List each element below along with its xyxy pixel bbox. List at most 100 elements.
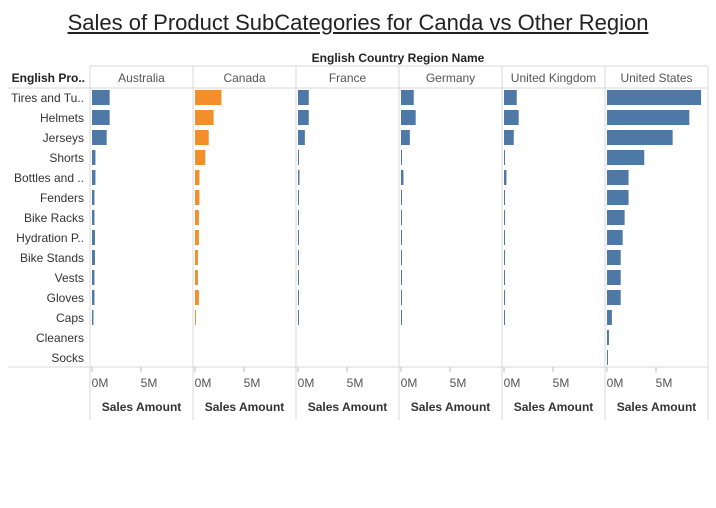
bar-canada-shorts[interactable] xyxy=(195,150,206,165)
bar-united-states-gloves[interactable] xyxy=(607,290,621,305)
bar-france-jerseys[interactable] xyxy=(298,130,305,145)
x-tick-label: 0M xyxy=(607,376,624,390)
x-axis-title: Sales Amount xyxy=(514,400,594,414)
bar-united-kingdom-shorts[interactable] xyxy=(504,150,505,165)
panel-header-germany: Germany xyxy=(426,71,475,85)
bar-canada-jerseys[interactable] xyxy=(195,130,209,145)
bar-united-states-jerseys[interactable] xyxy=(607,130,673,145)
bar-united-kingdom-gloves[interactable] xyxy=(504,290,505,305)
bar-canada-vests[interactable] xyxy=(195,270,198,285)
bar-united-states-caps[interactable] xyxy=(607,310,612,325)
x-tick-label: 5M xyxy=(656,376,673,390)
bar-united-states-bottles-and[interactable] xyxy=(607,170,629,185)
panel-header-australia: Australia xyxy=(118,71,165,85)
bar-canada-bike-racks[interactable] xyxy=(195,210,199,225)
bar-france-helmets[interactable] xyxy=(298,110,309,125)
bar-germany-fenders[interactable] xyxy=(401,190,402,205)
row-header: English Pro.. xyxy=(12,71,85,85)
bar-united-kingdom-caps[interactable] xyxy=(504,310,505,325)
bar-united-kingdom-helmets[interactable] xyxy=(504,110,519,125)
bar-united-states-cleaners[interactable] xyxy=(607,330,609,345)
bar-united-states-bike-stands[interactable] xyxy=(607,250,621,265)
bar-united-states-socks[interactable] xyxy=(607,350,608,365)
bar-france-hydration-p[interactable] xyxy=(298,230,299,245)
bar-united-kingdom-hydration-p[interactable] xyxy=(504,230,505,245)
bar-germany-caps[interactable] xyxy=(401,310,402,325)
bar-germany-helmets[interactable] xyxy=(401,110,416,125)
bar-australia-gloves[interactable] xyxy=(92,290,95,305)
bar-canada-hydration-p[interactable] xyxy=(195,230,199,245)
bar-united-kingdom-bike-racks[interactable] xyxy=(504,210,505,225)
category-label-socks: Socks xyxy=(51,351,84,365)
bar-germany-shorts[interactable] xyxy=(401,150,402,165)
bar-australia-jerseys[interactable] xyxy=(92,130,107,145)
bar-australia-bike-racks[interactable] xyxy=(92,210,95,225)
bar-united-kingdom-jerseys[interactable] xyxy=(504,130,514,145)
x-tick-label: 5M xyxy=(450,376,467,390)
x-axis-title: Sales Amount xyxy=(102,400,182,414)
category-label-fenders: Fenders xyxy=(40,191,84,205)
bar-australia-vests[interactable] xyxy=(92,270,95,285)
bar-germany-vests[interactable] xyxy=(401,270,402,285)
bar-canada-fenders[interactable] xyxy=(195,190,200,205)
x-tick-label: 0M xyxy=(92,376,109,390)
bar-united-states-bike-racks[interactable] xyxy=(607,210,625,225)
bar-australia-fenders[interactable] xyxy=(92,190,95,205)
bar-canada-caps[interactable] xyxy=(195,310,196,325)
category-label-jerseys: Jerseys xyxy=(43,131,84,145)
x-tick-label: 0M xyxy=(504,376,521,390)
bar-united-states-hydration-p[interactable] xyxy=(607,230,623,245)
bar-germany-bike-stands[interactable] xyxy=(401,250,402,265)
category-label-bike-stands: Bike Stands xyxy=(20,251,84,265)
bar-canada-tires-and-tu[interactable] xyxy=(195,90,222,105)
x-axis-title: Sales Amount xyxy=(205,400,285,414)
bar-united-states-tires-and-tu[interactable] xyxy=(607,90,702,105)
bar-australia-helmets[interactable] xyxy=(92,110,110,125)
bar-australia-bottles-and[interactable] xyxy=(92,170,96,185)
bar-france-caps[interactable] xyxy=(298,310,299,325)
bar-france-bike-stands[interactable] xyxy=(298,250,299,265)
bar-australia-tires-and-tu[interactable] xyxy=(92,90,110,105)
category-label-bike-racks: Bike Racks xyxy=(24,211,84,225)
category-label-cleaners: Cleaners xyxy=(36,331,84,345)
bar-france-vests[interactable] xyxy=(298,270,299,285)
panel-header-canada: Canada xyxy=(223,71,265,85)
bar-germany-bottles-and[interactable] xyxy=(401,170,404,185)
bar-united-kingdom-bike-stands[interactable] xyxy=(504,250,505,265)
bar-canada-gloves[interactable] xyxy=(195,290,199,305)
bar-united-kingdom-bottles-and[interactable] xyxy=(504,170,507,185)
bar-germany-hydration-p[interactable] xyxy=(401,230,402,245)
bar-australia-shorts[interactable] xyxy=(92,150,96,165)
bar-france-shorts[interactable] xyxy=(298,150,299,165)
bar-united-states-vests[interactable] xyxy=(607,270,621,285)
category-label-bottles-and: Bottles and .. xyxy=(14,171,84,185)
x-axis-title: Sales Amount xyxy=(411,400,491,414)
bar-united-kingdom-vests[interactable] xyxy=(504,270,505,285)
bar-australia-caps[interactable] xyxy=(92,310,94,325)
bar-germany-jerseys[interactable] xyxy=(401,130,410,145)
bar-france-gloves[interactable] xyxy=(298,290,299,305)
bar-france-bike-racks[interactable] xyxy=(298,210,299,225)
bar-australia-hydration-p[interactable] xyxy=(92,230,95,245)
bar-germany-tires-and-tu[interactable] xyxy=(401,90,414,105)
bar-united-states-fenders[interactable] xyxy=(607,190,629,205)
bar-united-states-shorts[interactable] xyxy=(607,150,645,165)
bar-australia-bike-stands[interactable] xyxy=(92,250,95,265)
bar-germany-gloves[interactable] xyxy=(401,290,402,305)
x-tick-label: 5M xyxy=(347,376,364,390)
bar-france-bottles-and[interactable] xyxy=(298,170,300,185)
panel-header-france: France xyxy=(329,71,367,85)
bar-france-fenders[interactable] xyxy=(298,190,299,205)
bar-united-states-helmets[interactable] xyxy=(607,110,690,125)
bar-germany-bike-racks[interactable] xyxy=(401,210,402,225)
bar-united-kingdom-tires-and-tu[interactable] xyxy=(504,90,517,105)
bar-france-tires-and-tu[interactable] xyxy=(298,90,309,105)
x-tick-label: 0M xyxy=(401,376,418,390)
bar-canada-bottles-and[interactable] xyxy=(195,170,200,185)
category-label-gloves: Gloves xyxy=(47,291,84,305)
bar-united-kingdom-fenders[interactable] xyxy=(504,190,505,205)
bar-canada-helmets[interactable] xyxy=(195,110,214,125)
category-label-shorts: Shorts xyxy=(49,151,84,165)
bar-canada-bike-stands[interactable] xyxy=(195,250,198,265)
